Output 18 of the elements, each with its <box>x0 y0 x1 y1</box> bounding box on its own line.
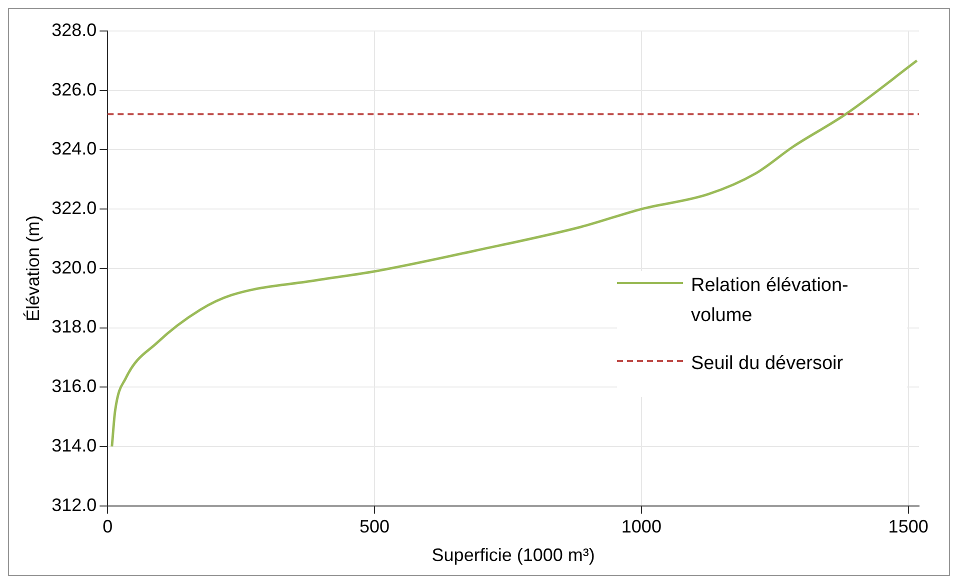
legend-label: Seuil du déversoir <box>691 352 844 376</box>
y-tick-label: 316.0 <box>52 376 97 396</box>
y-axis-title: Élévation (m) <box>22 215 43 322</box>
line-series <box>110 59 918 448</box>
y-tick-label: 328.0 <box>52 20 97 40</box>
legend-label: Relation élévation-volume <box>691 274 850 328</box>
x-axis-title: Superficie (1000 m³) <box>432 545 595 566</box>
x-tick-label: 0 <box>102 516 113 537</box>
x-tick-label: 1000 <box>621 516 662 537</box>
x-tick-label: 1500 <box>888 516 928 537</box>
y-tick-label: 322.0 <box>52 198 97 218</box>
y-tick-label: 318.0 <box>52 316 97 337</box>
y-tick-label: 312.0 <box>52 494 97 515</box>
y-tick-label: 314.0 <box>52 435 97 456</box>
y-tick-label: 324.0 <box>52 138 97 159</box>
y-tick-label: 320.0 <box>52 257 97 278</box>
y-tick-label: 326.0 <box>52 79 97 100</box>
x-tick-label: 500 <box>360 516 390 537</box>
